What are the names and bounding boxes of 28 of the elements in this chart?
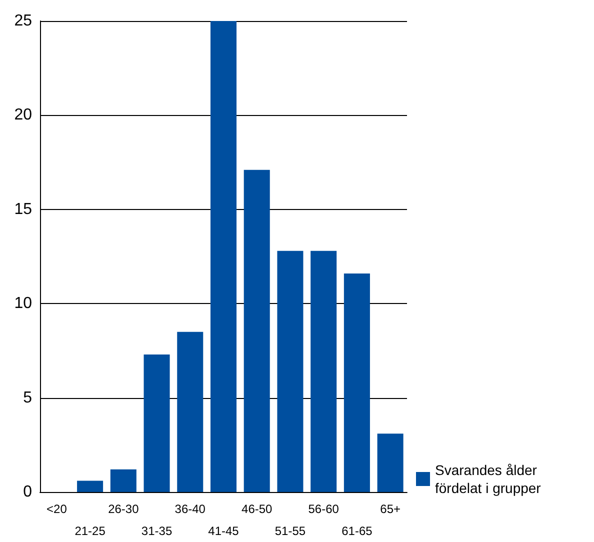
x-tick-label: 31-35: [141, 524, 172, 538]
x-tick-label: 36-40: [174, 502, 206, 516]
y-tick-label: 15: [14, 200, 32, 218]
bar: [110, 469, 136, 492]
x-tick-label: 41-45: [208, 524, 240, 538]
bar: [210, 21, 237, 492]
y-tick-label: 25: [14, 12, 32, 30]
bar: [144, 354, 170, 492]
bar: [277, 250, 304, 492]
bar: [244, 170, 270, 492]
x-tick-label: 26-30: [108, 502, 140, 516]
x-tick-label: <20: [46, 502, 68, 516]
bar: [310, 250, 337, 492]
bar: [177, 332, 204, 492]
bar: [344, 273, 370, 492]
bar: [377, 434, 404, 492]
x-tick-label: 21-25: [74, 524, 106, 538]
x-tick-label: 46-50: [242, 502, 273, 516]
x-tick-label: 65+: [380, 502, 400, 516]
y-tick-label: 5: [23, 389, 32, 406]
bar: [77, 480, 104, 492]
legend-label: Svarandes ålder fördelat i grupper: [435, 462, 542, 496]
x-tick-label: 61-65: [342, 524, 373, 538]
x-tick-label: 56-60: [308, 502, 340, 516]
x-tick-label: 51-55: [274, 524, 306, 538]
y-tick-label: 0: [23, 484, 32, 500]
y-tick-label: 20: [14, 106, 32, 124]
y-tick-label: 10: [14, 295, 32, 312]
